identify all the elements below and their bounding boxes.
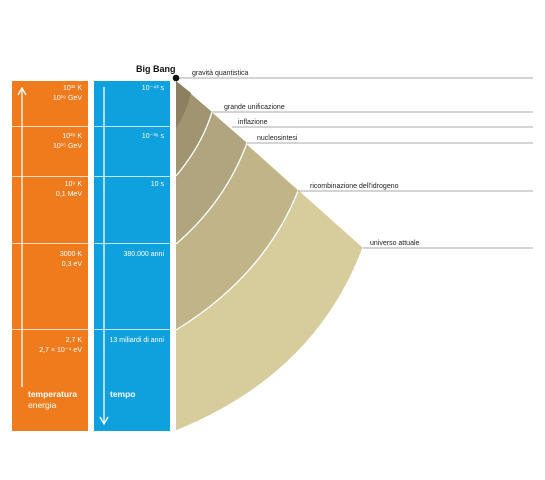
arrow-down-icon: [99, 87, 109, 426]
time-row-1: 10⁻⁴³ s: [141, 85, 164, 92]
temperature-row-3: 10⁹ K 0,1 MeV: [56, 180, 82, 200]
row-divider: [94, 243, 170, 244]
epoch-label-4: nucleosintesi: [257, 135, 298, 142]
epoch-label-1: gravità quantistica: [192, 70, 249, 77]
epoch-label-3: inflazione: [238, 119, 268, 126]
row-divider: [12, 243, 88, 244]
temperature-value: 10⁹ K: [64, 181, 82, 188]
row-divider: [94, 176, 170, 177]
epoch-label-6: universo attuale: [370, 240, 420, 247]
time-title: tempo: [110, 389, 136, 399]
epoch-label-2: grande unificazione: [224, 104, 285, 111]
arrow-up-icon: [17, 87, 27, 387]
energy-value: 10¹⁵ GeV: [53, 143, 82, 150]
row-divider: [12, 329, 88, 330]
row-divider: [12, 176, 88, 177]
row-divider: [94, 126, 170, 127]
energy-title: energia: [28, 400, 57, 410]
time-row-4: 380.000 anni: [123, 251, 164, 258]
temperature-value: 10²⁸ K: [62, 133, 82, 140]
temperature-row-4: 3000 K 0,3 eV: [60, 250, 82, 270]
time-column: 10⁻⁴³ s 10⁻³⁶ s 10 s 380.000 anni 13 mil…: [94, 81, 170, 431]
time-row-2: 10⁻³⁶ s: [141, 133, 164, 140]
epoch-label-5: ricombinazione dell'idrogeno: [310, 183, 399, 190]
row-divider: [94, 329, 170, 330]
temperature-value: 2,7 K: [65, 337, 82, 344]
epoch-boundaries: [175, 111, 364, 432]
time-row-5: 13 miliardi di anni: [109, 337, 164, 344]
temperature-row-2: 10²⁸ K 10¹⁵ GeV: [53, 132, 82, 152]
temperature-title: temperatura: [28, 389, 78, 399]
temperature-row-5: 2,7 K 2,7 × 10⁻⁴ eV: [39, 336, 82, 356]
epoch-leader-lines: [176, 77, 533, 249]
band-epoch-1: [176, 81, 191, 128]
big-bang-label: Big Bang: [136, 64, 176, 74]
temperature-value: 3000 K: [59, 251, 82, 258]
temperature-row-1: 10³² K 10¹⁹ GeV: [53, 84, 82, 104]
energy-value: 0,1 MeV: [55, 191, 82, 198]
temperature-value: 10³² K: [62, 85, 82, 92]
row-divider: [12, 126, 88, 127]
temperature-column: 10³² K 10¹⁹ GeV 10²⁸ K 10¹⁵ GeV 10⁹ K 0,…: [12, 81, 88, 431]
energy-value: 10¹⁹ GeV: [52, 95, 82, 102]
energy-value: 2,7 × 10⁻⁴ eV: [39, 347, 82, 354]
time-row-3: 10 s: [150, 181, 164, 188]
energy-value: 0,3 eV: [61, 261, 82, 268]
big-bang-dot: [172, 74, 180, 82]
